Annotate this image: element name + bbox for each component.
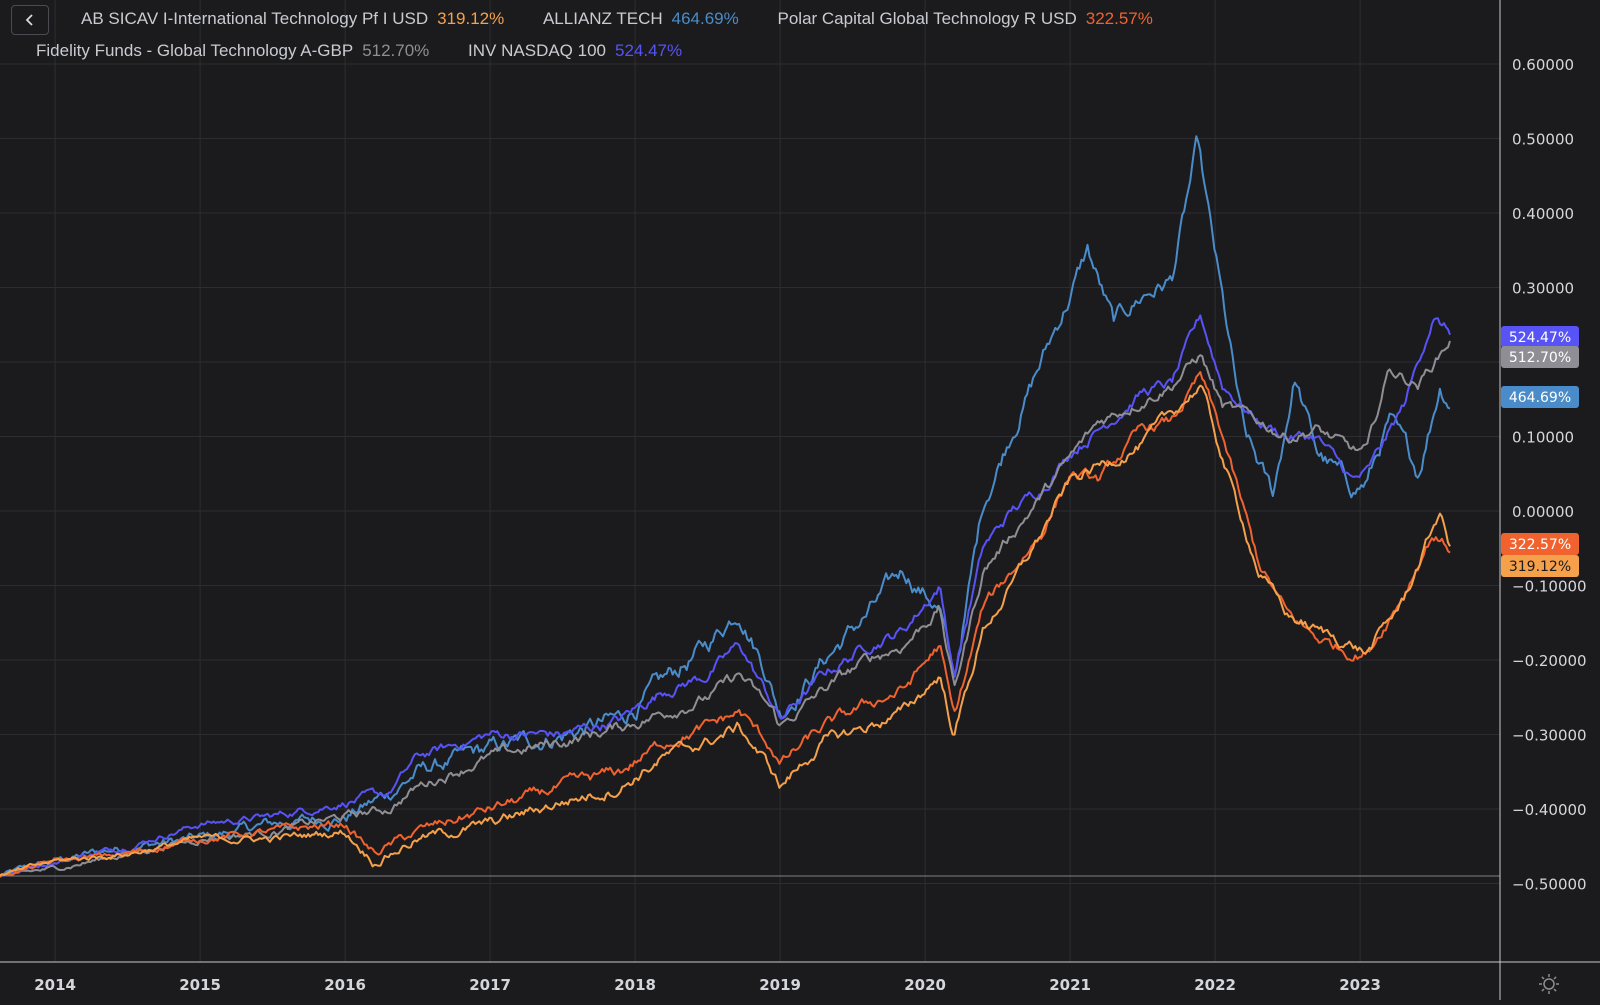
legend-label: Fidelity Funds - Global Technology A-GBP [36,41,354,60]
end-value-badge-ab [1501,555,1579,577]
y-tick-label: −0.20000 [1512,652,1587,670]
legend-item-polar[interactable]: Polar Capital Global Technology R USD 322… [778,9,1153,29]
x-tick-label: 2022 [1194,976,1236,994]
y-tick-label: 0.00000 [1512,503,1574,521]
series-line-nasdaq[interactable] [0,314,1451,877]
x-tick-label: 2016 [324,976,366,994]
y-tick-label: 0.40000 [1512,205,1574,223]
legend-label: AB SICAV I-International Technology Pf I… [81,9,429,28]
legend-item-fidelity[interactable]: Fidelity Funds - Global Technology A-GBP… [36,41,429,61]
legend-value: 319.12% [437,9,505,28]
y-tick-label: −0.10000 [1512,578,1587,596]
x-tick-label: 2021 [1049,976,1091,994]
y-tick-label: −0.30000 [1512,727,1587,745]
legend-row-1: AB SICAV I-International Technology Pf I… [81,9,1187,29]
x-tick-label: 2014 [34,976,76,994]
chevron-left-icon [25,14,33,26]
settings-icon[interactable] [1537,972,1561,996]
end-value-badge-allianz [1501,386,1579,408]
x-tick-label: 2023 [1339,976,1381,994]
y-tick-label: −0.50000 [1512,876,1587,894]
legend-label: ALLIANZ TECH [542,9,663,28]
legend-item-ab[interactable]: AB SICAV I-International Technology Pf I… [81,9,504,29]
legend-item-nasdaq[interactable]: INV NASDAQ 100 524.47% [468,41,682,61]
series-line-allianz[interactable] [0,135,1451,877]
x-tick-label: 2018 [614,976,656,994]
sun-gear-icon [1539,974,1559,994]
end-value-label-ab: 319.12% [1509,559,1571,575]
legend-value: 512.70% [362,41,430,60]
end-value-badge-polar [1501,533,1579,555]
y-tick-label: 0.30000 [1512,280,1574,298]
x-tick-label: 2015 [179,976,221,994]
legend-item-allianz[interactable]: ALLIANZ TECH 464.69% [543,9,739,29]
y-tick-label: 0.60000 [1512,56,1574,74]
end-value-label-allianz: 464.69% [1509,390,1571,406]
end-value-badge-nasdaq [1501,326,1579,348]
x-tick-label: 2017 [469,976,511,994]
legend-value: 524.47% [615,41,683,60]
y-tick-label: 0.10000 [1512,429,1574,447]
legend-label: Polar Capital Global Technology R USD [777,9,1077,28]
x-tick-label: 2020 [904,976,946,994]
end-value-badge-fidelity [1501,346,1579,368]
legend-value: 464.69% [671,9,739,28]
series-line-ab[interactable] [0,384,1451,877]
legend-value: 322.57% [1085,9,1153,28]
x-tick-label: 2019 [759,976,801,994]
y-tick-label: 0.50000 [1512,131,1574,149]
legend-row-2: Fidelity Funds - Global Technology A-GBP… [36,41,716,61]
end-value-label-nasdaq: 524.47% [1509,330,1571,346]
end-value-label-polar: 322.57% [1509,537,1571,553]
legend-label: INV NASDAQ 100 [468,41,606,60]
series-line-polar[interactable] [0,371,1451,878]
end-value-label-fidelity: 512.70% [1509,350,1571,366]
y-tick-label: −0.40000 [1512,801,1587,819]
back-button[interactable] [11,5,49,35]
